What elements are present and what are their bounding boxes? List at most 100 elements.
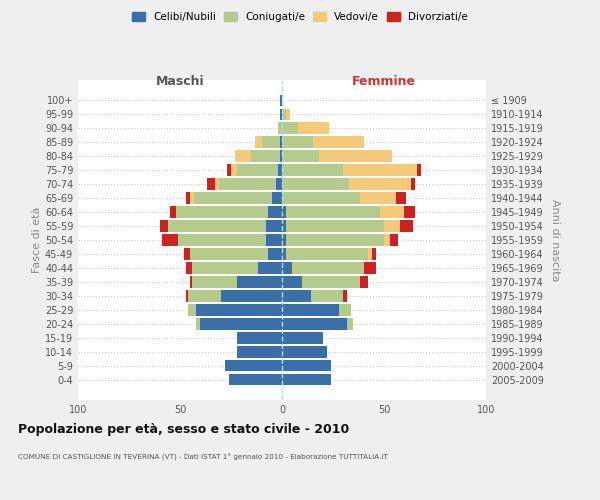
Bar (237, 276, 282, 287)
Bar (410, 178, 415, 190)
Bar (364, 262, 376, 274)
Bar (237, 346, 282, 358)
Bar (319, 150, 392, 162)
Bar (400, 220, 413, 232)
Bar (298, 122, 329, 134)
Bar (282, 332, 323, 344)
Bar (390, 234, 398, 246)
Bar (225, 360, 282, 372)
Bar (186, 290, 188, 302)
Bar (178, 234, 266, 246)
Bar (404, 206, 415, 218)
Bar (282, 262, 292, 274)
Bar (282, 290, 311, 302)
Bar (268, 248, 282, 260)
Bar (280, 150, 282, 162)
Bar (188, 290, 221, 302)
Bar (266, 220, 282, 232)
Bar (347, 318, 353, 330)
Bar (339, 304, 352, 316)
Text: Maschi: Maschi (155, 76, 205, 88)
Bar (192, 262, 257, 274)
Bar (282, 136, 313, 148)
Bar (282, 318, 347, 330)
Bar (268, 206, 282, 218)
Bar (190, 192, 194, 204)
Bar (359, 276, 368, 287)
Bar (396, 192, 406, 204)
Text: COMUNE DI CASTIGLIONE IN TEVERINA (VT) - Dati ISTAT 1° gennaio 2010 - Elaborazio: COMUNE DI CASTIGLIONE IN TEVERINA (VT) -… (18, 454, 388, 461)
Bar (196, 304, 282, 316)
Bar (368, 248, 372, 260)
Bar (190, 248, 268, 260)
Bar (206, 178, 215, 190)
Bar (384, 234, 390, 246)
Text: Popolazione per età, sesso e stato civile - 2010: Popolazione per età, sesso e stato civil… (18, 422, 349, 436)
Bar (282, 108, 286, 120)
Bar (237, 332, 282, 344)
Bar (372, 248, 376, 260)
Bar (282, 374, 331, 386)
Bar (235, 150, 251, 162)
Bar (194, 192, 272, 204)
Bar (282, 150, 319, 162)
Bar (176, 206, 268, 218)
Bar (282, 122, 298, 134)
Bar (286, 234, 384, 246)
Bar (278, 122, 282, 134)
Bar (276, 178, 282, 190)
Bar (286, 108, 290, 120)
Bar (286, 220, 384, 232)
Bar (190, 276, 192, 287)
Bar (219, 178, 276, 190)
Bar (282, 276, 302, 287)
Bar (184, 248, 190, 260)
Bar (229, 374, 282, 386)
Bar (186, 262, 192, 274)
Bar (282, 304, 339, 316)
Bar (286, 248, 368, 260)
Bar (292, 262, 364, 274)
Bar (160, 220, 168, 232)
Bar (272, 192, 282, 204)
Bar (237, 164, 278, 176)
Bar (282, 346, 327, 358)
Bar (384, 220, 400, 232)
Bar (280, 136, 282, 148)
Bar (257, 262, 282, 274)
Bar (282, 220, 286, 232)
Bar (380, 206, 404, 218)
Bar (278, 164, 282, 176)
Bar (192, 276, 237, 287)
Bar (282, 248, 286, 260)
Bar (282, 234, 286, 246)
Y-axis label: Fasce di età: Fasce di età (32, 207, 42, 273)
Bar (168, 220, 266, 232)
Bar (286, 206, 380, 218)
Bar (186, 192, 190, 204)
Y-axis label: Anni di nascita: Anni di nascita (550, 198, 560, 281)
Bar (349, 178, 410, 190)
Text: Femmine: Femmine (352, 76, 416, 88)
Bar (196, 318, 200, 330)
Bar (200, 318, 282, 330)
Bar (416, 164, 421, 176)
Bar (266, 234, 282, 246)
Bar (231, 164, 237, 176)
Bar (282, 206, 286, 218)
Bar (313, 136, 364, 148)
Bar (282, 178, 349, 190)
Bar (170, 206, 176, 218)
Bar (282, 192, 359, 204)
Bar (282, 360, 331, 372)
Bar (359, 192, 396, 204)
Bar (282, 164, 343, 176)
Bar (221, 290, 282, 302)
Bar (280, 108, 282, 120)
Bar (188, 304, 196, 316)
Bar (343, 290, 347, 302)
Bar (251, 150, 280, 162)
Bar (256, 136, 262, 148)
Bar (311, 290, 343, 302)
Bar (280, 94, 282, 106)
